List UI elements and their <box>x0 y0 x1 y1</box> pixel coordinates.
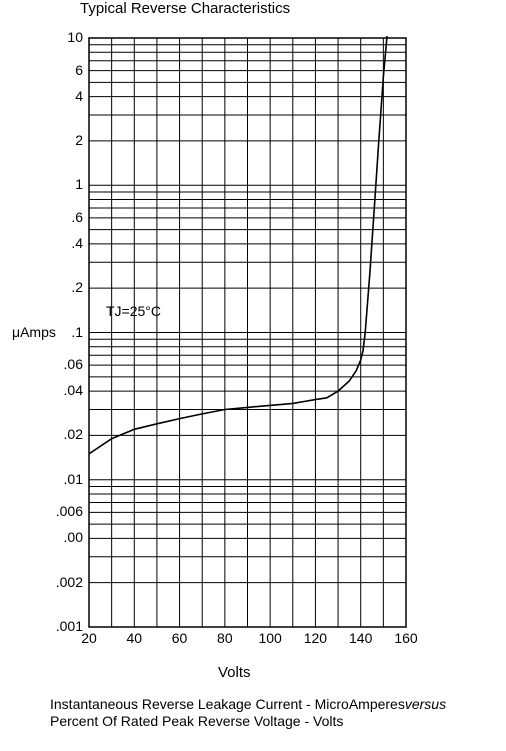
y-tick-label: .6 <box>71 208 83 225</box>
plot-frame <box>88 37 407 628</box>
y-tick-label: 1 <box>75 176 83 193</box>
y-tick-label: 2 <box>75 131 83 148</box>
y-tick-label: .04 <box>63 382 83 399</box>
x-tick-label: 80 <box>217 630 233 646</box>
caption: Instantaneous Reverse Leakage Current - … <box>50 696 446 730</box>
y-tick-label: .002 <box>55 573 83 590</box>
curve-group <box>89 36 388 455</box>
y-tick-label: .006 <box>55 503 83 520</box>
x-tick-label: 120 <box>303 630 328 646</box>
chart-title: Typical Reverse Characteristics <box>80 0 291 17</box>
caption-line-1: Instantaneous Reverse Leakage Current - … <box>50 696 405 712</box>
x-tick-label: 100 <box>258 630 282 646</box>
x-tick-label: 20 <box>81 630 97 646</box>
x-tick-label: 140 <box>349 630 373 646</box>
caption-line-2: Percent Of Rated Peak Reverse Voltage - … <box>50 713 344 729</box>
y-axis-label: μAmps <box>12 324 56 340</box>
y-tick-label: .01 <box>63 470 83 487</box>
y-tick-label: 10 <box>67 29 83 45</box>
junction-temp-annotation: TJ=25°C <box>106 303 162 319</box>
y-tick-label: .1 <box>71 323 83 340</box>
grid <box>88 37 407 628</box>
y-tick-label: 4 <box>75 87 83 104</box>
x-tick-label: 60 <box>171 630 188 646</box>
y-tick-label: .001 <box>55 618 83 634</box>
y-tick-label: 6 <box>75 61 83 78</box>
y-tick-label: .2 <box>71 279 83 296</box>
x-tick-label: 40 <box>126 630 143 646</box>
x-axis-label: Volts <box>218 664 251 681</box>
x-tick-label: 160 <box>394 630 418 646</box>
y-tick-label: .06 <box>63 356 83 373</box>
y-tick-label: .4 <box>71 234 83 251</box>
y-tick-label: .02 <box>63 426 83 443</box>
y-tick-label: .00 <box>63 529 83 546</box>
series-line <box>89 36 388 455</box>
caption-versus: versus <box>404 696 447 712</box>
